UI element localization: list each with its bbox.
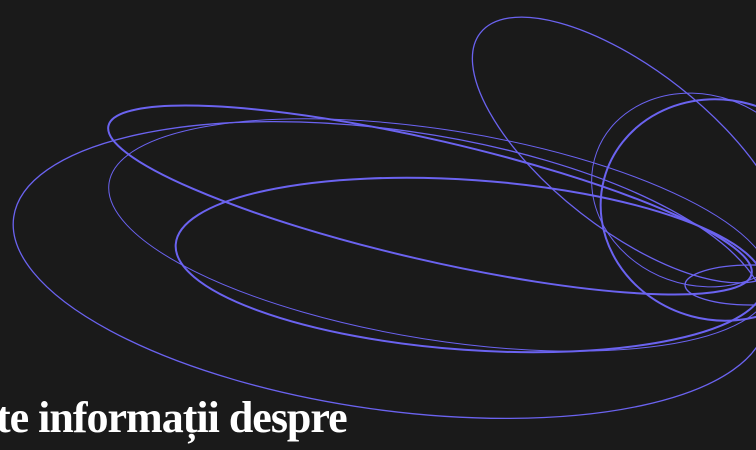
background-art [0,0,756,450]
ellipse [685,265,756,305]
page: {"headline": "te informații despre"} te … [0,0,756,450]
ellipse [564,63,756,317]
headline: te informații despre [0,392,347,444]
ellipse [95,67,756,332]
